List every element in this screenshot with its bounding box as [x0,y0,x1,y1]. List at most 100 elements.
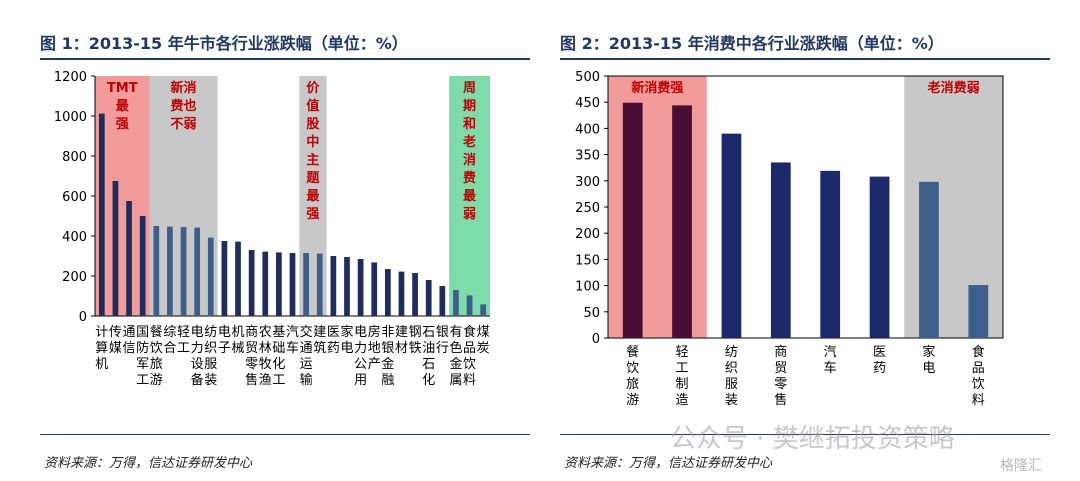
left-highlight-label: TMT [107,81,138,96]
left-source-note: 资料来源：万得，信达证券研发中心 [44,456,253,471]
left-bar [98,113,105,316]
right-category-label: 制 [676,377,689,392]
left-category-label: 品 [463,341,476,356]
left-category-label: 食 [463,324,476,340]
left-category-label: 交 [300,324,313,340]
right-category-label: 纺 [725,345,738,360]
left-category-label: 色 [449,340,462,356]
left-highlight-label: 最 [116,99,130,114]
left-bar [221,241,228,316]
left-highlight-label: 价 [306,81,320,96]
left-category-label: 商 [245,325,258,340]
right-category-label: 料 [972,393,985,408]
left-chart-title: 图 1：2013-15 年牛市各行业涨跌幅（单位：%） [40,34,408,53]
left-category-label: 汽 [286,325,299,340]
left-category-label: 炭 [477,341,490,356]
left-highlight-label: 最 [306,189,320,204]
right-category-label: 服 [725,377,738,392]
right-category-label: 游 [626,393,639,408]
left-y-tick-label: 0 [79,310,87,325]
left-category-label: 服 [204,357,217,372]
right-bar [968,285,989,338]
left-category-label: 石 [422,325,435,340]
left-category-label: 银 [436,325,449,340]
left-bar [371,262,378,316]
left-highlight-label: 中 [306,134,319,150]
right-title-rule [560,58,1050,60]
right-y-tick-label: 100 [575,280,600,295]
left-category-label: 旅 [150,357,163,372]
left-category-label: 力 [354,341,367,356]
left-category-label: 金 [381,356,394,372]
right-category-label: 造 [676,393,689,408]
left-category-label: 渔 [259,373,272,388]
left-bar [180,227,187,316]
right-highlight-label: 老消费弱 [927,80,980,96]
left-source-rule [40,434,530,435]
left-category-label: 机 [232,325,245,340]
right-category-label: 汽 [824,345,837,360]
right-category-label: 饮 [626,361,639,376]
right-category-label: 织 [725,361,738,376]
right-category-label: 医 [873,345,886,360]
left-category-label: 牧 [259,357,272,372]
left-category-label: 军 [136,357,149,372]
left-category-label: 基 [272,325,285,340]
left-category-label: 建 [313,325,326,340]
left-category-label: 电 [354,325,367,340]
left-category-label: 电 [340,341,353,356]
left-category-label: 石 [422,357,435,372]
left-category-label: 算 [95,341,108,356]
left-category-label: 装 [204,373,217,388]
left-bar [330,256,337,316]
left-bar [398,271,405,316]
left-highlight-label: 期 [463,99,476,114]
left-category-label: 纺 [204,325,217,340]
left-highlight-3 [449,76,490,316]
left-highlight-label: 不弱 [171,116,197,132]
left-bar [480,304,487,316]
left-category-label: 化 [272,357,285,372]
right-category-label: 轻 [676,345,689,360]
right-category-label: 零 [774,377,787,392]
left-category-label: 油 [422,341,435,356]
left-category-label: 子 [218,341,231,356]
left-category-label: 餐 [150,324,163,340]
right-y-tick-label: 250 [575,201,600,216]
left-category-label: 工 [136,373,149,388]
right-category-label: 食 [972,344,985,360]
right-y-tick-label: 0 [592,332,600,347]
left-category-label: 药 [327,341,340,356]
left-category-label: 售 [245,372,258,388]
left-category-label: 银 [381,341,394,356]
right-y-tick-label: 450 [575,96,600,111]
left-category-label: 煤 [477,325,490,340]
left-highlight-label: 值 [306,98,319,114]
right-category-label: 车 [824,360,837,376]
left-category-label: 公 [354,357,367,372]
left-category-label: 铁 [409,341,422,356]
left-category-label: 电 [218,325,231,340]
left-category-label: 行 [436,341,449,356]
right-bar [622,102,643,338]
left-highlight-label: 费 [463,170,476,186]
left-category-label: 媒 [109,341,122,356]
left-bar [425,280,432,316]
left-highlight-label: 费也 [171,98,197,114]
left-category-label: 材 [395,341,408,356]
left-category-label: 计 [95,325,108,340]
left-category-label: 输 [300,372,313,388]
right-bar [919,181,939,338]
left-highlight-label: 老 [462,134,476,150]
left-category-label: 饮 [463,357,476,372]
left-bar [276,252,282,316]
right-category-label: 工 [676,361,689,376]
right-y-tick-label: 500 [575,70,600,85]
left-category-label: 非 [381,325,394,340]
brand-logo-text: 格隆汇 [1000,458,1042,474]
left-category-label: 械 [232,341,245,356]
left-category-label: 零 [245,357,258,372]
left-y-tick-label: 400 [62,230,87,245]
left-bar [412,273,418,316]
left-category-label: 传 [109,325,122,340]
